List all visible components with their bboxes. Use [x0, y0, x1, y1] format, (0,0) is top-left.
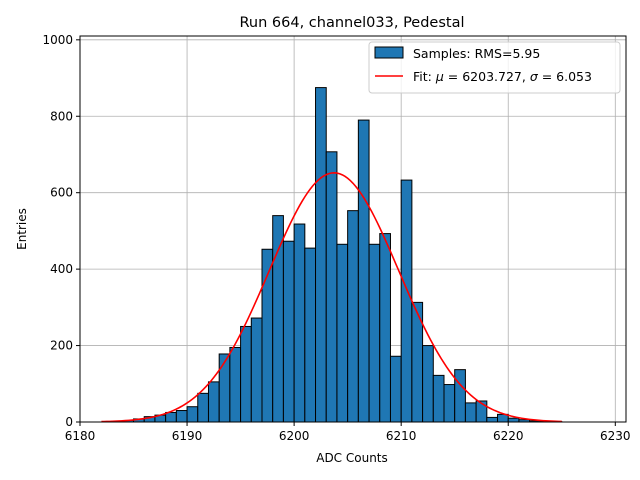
histogram-bar: [347, 210, 359, 423]
legend-box: [368, 41, 621, 94]
legend-fit-label: Fit: μ = 6203.727, σ = 6.053: [413, 69, 592, 84]
histogram-bar: [218, 353, 231, 423]
x-axis-ticks: 6180 6190 6200 6210 6220 6230: [65, 422, 631, 443]
y-tick-label: 0: [65, 415, 73, 429]
histogram-bar: [379, 233, 391, 423]
histogram-bar: [186, 406, 199, 423]
histogram-bar: [315, 87, 327, 423]
histogram-bar: [272, 215, 284, 423]
x-tick-label: 6200: [279, 429, 310, 443]
x-tick-label: 6210: [386, 429, 417, 443]
plot-frame: [79, 35, 627, 423]
histogram-bar: [464, 402, 477, 423]
histogram-bar: [165, 411, 177, 423]
x-tick-label: 6180: [65, 429, 96, 443]
histogram-bar: [357, 119, 370, 423]
histogram-bar: [325, 151, 338, 423]
histogram-bar: [368, 243, 381, 423]
histogram-bar: [336, 243, 349, 423]
legend-fit-mu-value: = 6203.727,: [444, 69, 530, 84]
histogram-bar: [229, 346, 242, 423]
histogram-bar: [454, 369, 466, 423]
y-axis-ticks: 0 200 400 600 800 1000: [42, 33, 80, 429]
histogram-bar: [432, 374, 445, 423]
histogram-bar: [486, 416, 499, 423]
histogram-bar: [175, 410, 188, 423]
fit-curve: [101, 172, 562, 423]
histogram-bar: [422, 345, 434, 423]
histogram-bar: [250, 317, 263, 423]
x-axis-label: ADC Counts: [316, 451, 388, 465]
legend-samples-label: Samples: RMS=5.95: [413, 46, 540, 61]
x-tick-label: 6190: [172, 429, 203, 443]
histogram-bar: [282, 240, 295, 423]
x-tick-label: 6220: [493, 429, 524, 443]
y-tick-label: 800: [50, 109, 73, 123]
legend-fit-prefix: Fit:: [413, 69, 436, 84]
legend: Samples: RMS=5.95 Fit: μ = 6203.727, σ =…: [368, 41, 621, 94]
x-tick-label: 6230: [600, 429, 631, 443]
histogram-bar: [507, 417, 520, 423]
gaussian-fit-line: [101, 172, 562, 423]
histogram-bar: [400, 179, 413, 423]
legend-fit-sigma-value: = 6.053: [538, 69, 592, 84]
histogram-bars: [111, 87, 563, 423]
y-tick-label: 200: [50, 339, 73, 353]
histogram-bar: [197, 392, 209, 423]
y-axis-label: Entries: [15, 208, 29, 250]
chart-title: Run 664, channel033, Pedestal: [239, 15, 464, 31]
histogram-bar: [240, 325, 252, 423]
histogram-bar: [293, 223, 306, 423]
y-tick-label: 1000: [42, 33, 73, 47]
legend-samples-swatch: [374, 46, 404, 59]
legend-fit-sigma: σ: [530, 69, 539, 84]
histogram-bar: [389, 355, 402, 423]
y-tick-label: 400: [50, 262, 73, 276]
histogram-bar: [443, 384, 456, 423]
legend-fit-mu: μ: [435, 69, 444, 84]
y-tick-label: 600: [50, 186, 73, 200]
histogram-bar: [304, 247, 317, 423]
histogram-bar: [207, 381, 220, 423]
